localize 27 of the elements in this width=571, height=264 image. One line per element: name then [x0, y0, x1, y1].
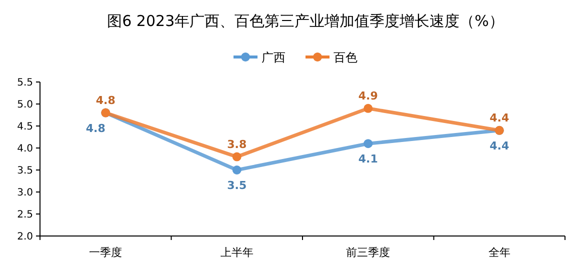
y-tick-label: 5.0: [17, 100, 33, 110]
point: [232, 152, 242, 162]
data-label: 4.4: [490, 139, 510, 152]
data-label: 4.8: [86, 122, 106, 135]
data-label: 4.9: [358, 89, 378, 102]
y-tick-label: 2.0: [17, 232, 33, 242]
x-tick-label: 前三季度: [346, 246, 390, 259]
data-label: 4.8: [96, 94, 116, 107]
y-tick-label: 3.0: [17, 188, 33, 198]
data-label: 3.8: [227, 138, 247, 151]
point: [232, 166, 242, 174]
x-tick-label: 上半年: [220, 246, 254, 259]
y-tick-label: 5.5: [17, 78, 33, 88]
point: [364, 104, 373, 113]
data-label: 4.1: [358, 152, 378, 166]
point: [364, 139, 373, 148]
chart-title: 图6 2023年广西、百色第三产业增加值季度增长速度（%）: [107, 12, 504, 30]
y-tick-label: 2.5: [17, 210, 33, 220]
x-tick-label: 全年: [488, 246, 510, 259]
y-tick-label: 3.5: [17, 166, 33, 176]
y-tick-label: 4.0: [17, 144, 33, 154]
data-label: 3.5: [227, 179, 247, 192]
legend-label: 广西: [262, 50, 286, 64]
x-tick-label: 一季度: [89, 246, 122, 259]
legend-label: 百色: [334, 50, 358, 64]
y-tick-label: 4.5: [17, 122, 33, 132]
data-label: 4.4: [490, 111, 510, 124]
